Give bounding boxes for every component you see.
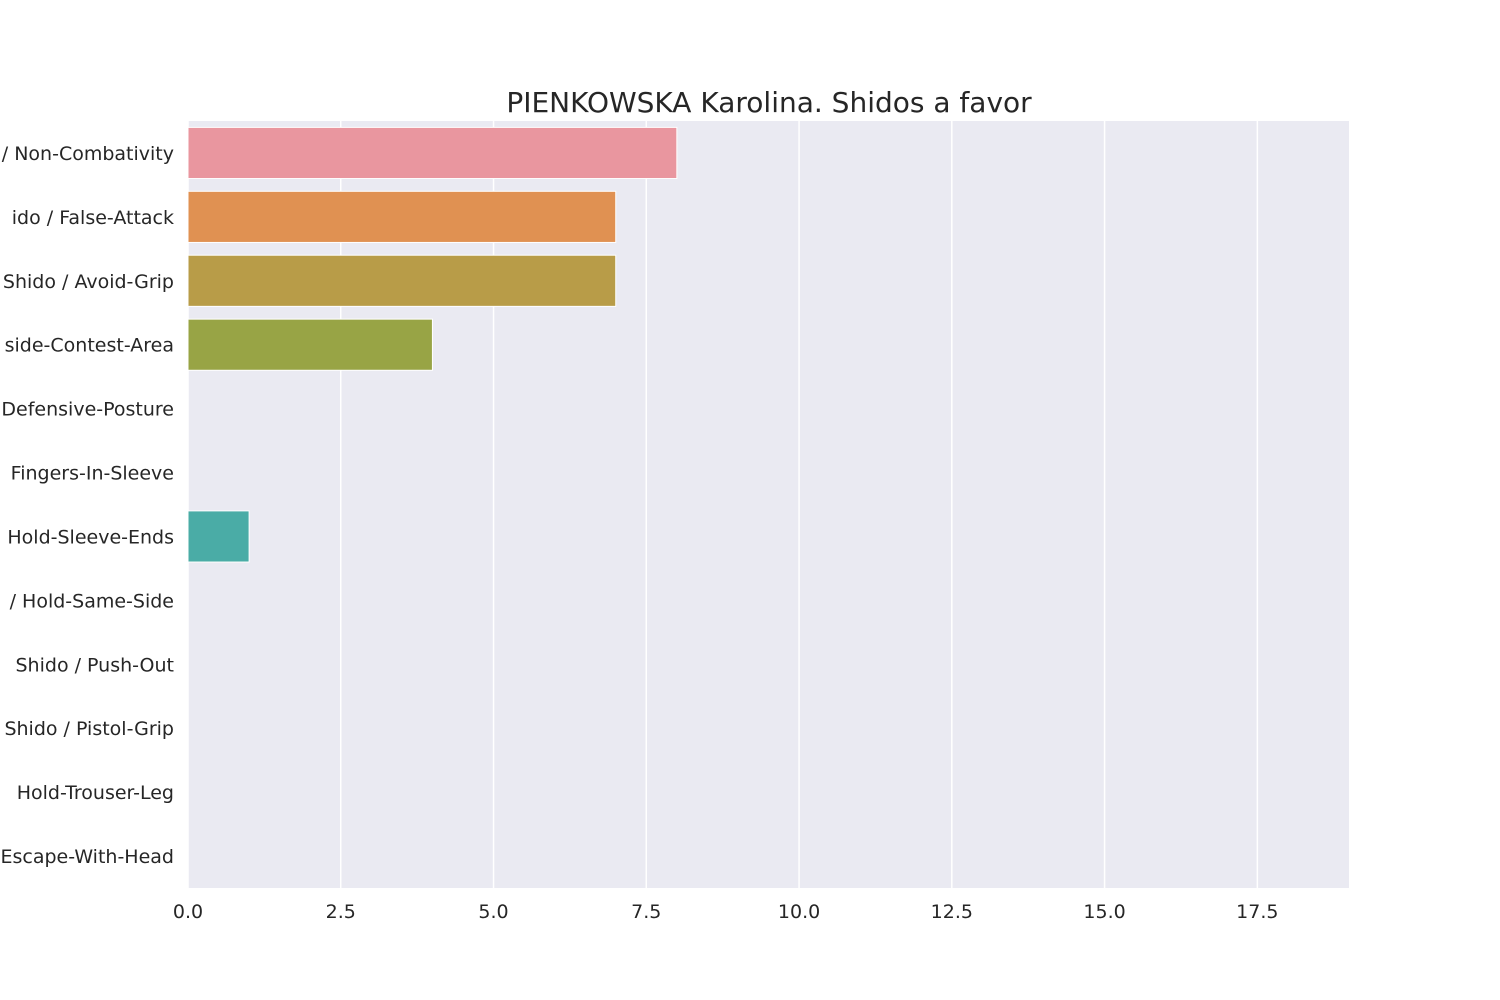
- bars: [187, 126, 678, 563]
- y-tick-label: Escape-With-Head: [0, 846, 174, 868]
- x-gridlines: [187, 121, 1259, 888]
- x-tick-label: 0.0: [173, 901, 203, 923]
- chart-title: PIENKOWSKA Karolina. Shidos a favor: [506, 86, 1032, 119]
- y-tick-label: Hold-Sleeve-Ends: [7, 526, 174, 548]
- y-tick-label: Fingers-In-Sleeve: [11, 463, 174, 485]
- y-tick-label: Shido / Avoid-Grip: [3, 271, 174, 293]
- bar: [187, 254, 617, 307]
- y-tick-label: Defensive-Posture: [1, 399, 174, 421]
- x-tick-label: 7.5: [631, 901, 661, 923]
- x-tick-label: 12.5: [931, 901, 973, 923]
- y-tick-label: ido / False-Attack: [12, 207, 174, 229]
- x-tick-label: 10.0: [778, 901, 820, 923]
- y-tick-label: Shido / Pistol-Grip: [4, 718, 174, 740]
- x-tick-label: 15.0: [1083, 901, 1125, 923]
- bar: [187, 126, 678, 180]
- bar: [187, 190, 617, 243]
- y-tick-labels: / Non-Combativity ido / False-Attack Shido…: [0, 143, 174, 868]
- y-tick-label: Shido / Push-Out: [16, 654, 175, 676]
- y-tick-label: / Non-Combativity: [2, 143, 174, 165]
- bar: [187, 510, 250, 563]
- x-tick-label: 5.0: [478, 901, 508, 923]
- bar: [187, 318, 433, 371]
- x-tick-label: 17.5: [1236, 901, 1278, 923]
- y-tick-label: / Hold-Same-Side: [10, 590, 174, 612]
- y-tick-label: Hold-Trouser-Leg: [17, 782, 174, 804]
- y-tick-label: side-Contest-Area: [5, 335, 174, 357]
- x-tick-labels: 0.0 2.5 5.0 7.5 10.0 12.5 15.0 17.5: [173, 901, 1279, 923]
- plot-background: [188, 121, 1349, 888]
- x-tick-label: 2.5: [326, 901, 356, 923]
